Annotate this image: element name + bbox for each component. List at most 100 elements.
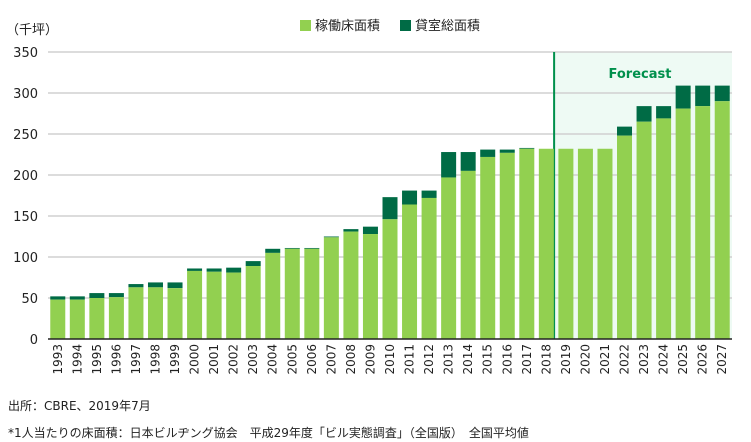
bar-total-floor-area: [167, 282, 183, 289]
bar-occupied-floor-area: [617, 135, 633, 339]
x-tick-label: 2019: [559, 344, 573, 375]
x-tick-label: 1995: [90, 344, 104, 375]
bar-total-floor-area: [108, 293, 124, 298]
x-tick-label: 2002: [227, 344, 241, 375]
x-tick-label: 2012: [422, 344, 436, 375]
bar-occupied-floor-area: [460, 170, 476, 339]
x-tick-label: 2011: [403, 344, 417, 375]
x-tick-label: 2026: [696, 344, 710, 375]
bar-occupied-floor-area: [89, 298, 105, 339]
bar-total-floor-area: [245, 261, 261, 267]
legend-swatch: [300, 20, 311, 31]
x-tick-label: 2009: [363, 344, 377, 375]
x-tick-label: 1996: [109, 344, 123, 375]
bar-occupied-floor-area: [714, 101, 730, 339]
bar-total-floor-area: [714, 85, 730, 102]
x-tick-label: 1999: [168, 344, 182, 375]
x-tick-label: 2007: [324, 344, 338, 375]
x-tick-label: 2000: [188, 344, 202, 375]
x-tick-label: 2003: [246, 344, 260, 375]
bar-occupied-floor-area: [187, 270, 203, 339]
x-tick-label: 1998: [148, 344, 162, 375]
x-tick-label: 2013: [442, 344, 456, 375]
bar-total-floor-area: [147, 282, 163, 288]
bar-total-floor-area: [480, 149, 496, 157]
bar-occupied-floor-area: [206, 271, 222, 339]
bar-total-floor-area: [206, 268, 222, 272]
bar-occupied-floor-area: [656, 118, 672, 339]
bar-occupied-floor-area: [304, 248, 320, 339]
bar-occupied-floor-area: [226, 272, 242, 339]
bar-occupied-floor-area: [323, 237, 339, 339]
bar-occupied-floor-area: [538, 148, 554, 339]
bar-total-floor-area: [304, 247, 320, 249]
bar-occupied-floor-area: [480, 156, 496, 339]
bar-total-floor-area: [362, 226, 378, 235]
x-tick-label: 2025: [676, 344, 690, 375]
y-tick-label: 250: [13, 128, 38, 143]
bar-occupied-floor-area: [441, 177, 457, 339]
bar-total-floor-area: [128, 284, 144, 288]
forecast-label: Forecast: [609, 67, 672, 82]
bar-occupied-floor-area: [128, 287, 144, 339]
x-tick-label: 1994: [70, 344, 84, 375]
y-tick-label: 100: [13, 251, 38, 266]
bar-occupied-floor-area: [558, 148, 574, 339]
y-tick-label: 50: [21, 292, 38, 307]
bar-total-floor-area: [519, 147, 535, 149]
bar-total-floor-area: [656, 106, 672, 119]
bar-total-floor-area: [226, 267, 242, 273]
bar-occupied-floor-area: [50, 299, 66, 339]
x-tick-label: 2014: [461, 344, 475, 375]
x-tick-label: 2020: [578, 344, 592, 375]
bar-total-floor-area: [402, 190, 418, 205]
bar-total-floor-area: [343, 229, 359, 232]
bar-total-floor-area: [187, 268, 203, 271]
bar-total-floor-area: [421, 190, 437, 198]
bar-occupied-floor-area: [343, 231, 359, 339]
x-tick-label: 2023: [637, 344, 651, 375]
bar-total-floor-area: [265, 248, 281, 253]
bar-total-floor-area: [675, 85, 691, 109]
bar-total-floor-area: [636, 106, 652, 122]
y-axis-unit: （千坪）: [6, 23, 58, 38]
bar-occupied-floor-area: [499, 152, 515, 339]
y-tick-label: 200: [13, 169, 38, 184]
y-tick-label: 0: [30, 333, 38, 348]
bar-total-floor-area: [50, 296, 66, 300]
bar-occupied-floor-area: [147, 287, 163, 339]
x-tick-label: 2017: [520, 344, 534, 375]
stacked-bar-chart: 0 50 100 150 200 250 300 350 （千坪） Forecast 1993 199…: [6, 18, 732, 375]
bar-total-floor-area: [441, 152, 457, 178]
x-tick-label: 2021: [598, 344, 612, 375]
legend-label: 貸室総面積: [415, 18, 480, 34]
bar-occupied-floor-area: [245, 266, 261, 339]
y-tick-label: 150: [13, 210, 38, 225]
bar-total-floor-area: [284, 247, 300, 249]
bar-occupied-floor-area: [695, 106, 711, 340]
bar-occupied-floor-area: [519, 148, 535, 339]
bar-occupied-floor-area: [108, 297, 124, 339]
x-tick-label: 2018: [539, 344, 553, 375]
x-tick-label: 2022: [618, 344, 632, 375]
x-tick-label: 2010: [383, 344, 397, 375]
bar-total-floor-area: [617, 126, 633, 136]
bar-total-floor-area: [499, 149, 515, 153]
x-tick-label: 2005: [285, 344, 299, 375]
x-tick-label: 2001: [207, 344, 221, 375]
bar-occupied-floor-area: [167, 288, 183, 339]
bar-occupied-floor-area: [382, 219, 398, 339]
x-tick-label: 1997: [129, 344, 143, 375]
bar-total-floor-area: [323, 236, 339, 238]
x-tick-label: 2004: [266, 344, 280, 375]
bar-total-floor-area: [382, 197, 398, 220]
bar-occupied-floor-area: [362, 234, 378, 339]
bar-occupied-floor-area: [69, 299, 85, 339]
x-tick-label: 2015: [481, 344, 495, 375]
x-tick-label: 2016: [500, 344, 514, 375]
legend-label: 稼働床面積: [315, 19, 380, 34]
x-tick-label: 2024: [657, 344, 671, 375]
bar-occupied-floor-area: [597, 148, 613, 339]
bar-occupied-floor-area: [421, 197, 437, 339]
